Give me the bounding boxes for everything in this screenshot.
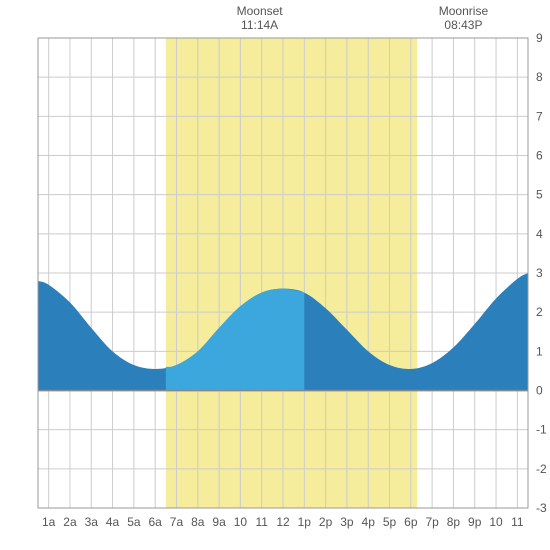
x-tick-label: 10 [234,515,248,529]
x-tick-label: 8p [447,515,461,529]
y-tick-label: -1 [536,423,547,437]
x-tick-label: 5a [127,515,141,529]
x-tick-label: 10 [489,515,503,529]
x-tick-label: 1p [298,515,312,529]
x-tick-label: 6p [404,515,418,529]
x-tick-label: 12 [276,515,290,529]
moonrise-title: Moonrise [439,4,488,18]
x-tick-label: 7a [170,515,184,529]
tide-chart: Moonset 11:14A Moonrise 08:43P -3-2-1012… [0,0,550,550]
y-tick-label: 1 [536,344,543,358]
x-tick-label: 2p [319,515,333,529]
y-tick-label: 0 [536,384,543,398]
x-tick-label: 9a [212,515,226,529]
y-tick-label: 5 [536,188,543,202]
y-tick-label: 2 [536,305,543,319]
x-tick-label: 11 [511,515,524,529]
x-tick-label: 1a [42,515,56,529]
x-tick-label: 9p [468,515,482,529]
y-tick-label: 7 [536,109,543,123]
y-tick-label: -2 [536,462,547,476]
x-tick-label: 11 [255,515,268,529]
x-tick-label: 6a [148,515,162,529]
y-tick-label: 8 [536,70,543,84]
y-tick-label: 6 [536,149,543,163]
moonrise-label: Moonrise 08:43P [439,4,488,33]
moonset-label: Moonset 11:14A [237,4,283,33]
moonset-time: 11:14A [241,18,278,32]
moonrise-time: 08:43P [444,18,482,32]
x-tick-label: 4p [362,515,376,529]
x-tick-label: 4a [106,515,120,529]
x-tick-label: 8a [191,515,205,529]
chart-svg: -3-2-101234567891a2a3a4a5a6a7a8a9a101112… [0,0,550,550]
y-tick-label: 4 [536,227,543,241]
x-tick-label: 5p [383,515,397,529]
y-tick-label: 9 [536,31,543,45]
moonset-title: Moonset [237,4,283,18]
y-tick-label: 3 [536,266,543,280]
x-tick-label: 2a [63,515,77,529]
x-tick-label: 7p [425,515,439,529]
x-tick-label: 3a [85,515,99,529]
x-tick-label: 3p [340,515,354,529]
y-tick-label: -3 [536,501,547,515]
